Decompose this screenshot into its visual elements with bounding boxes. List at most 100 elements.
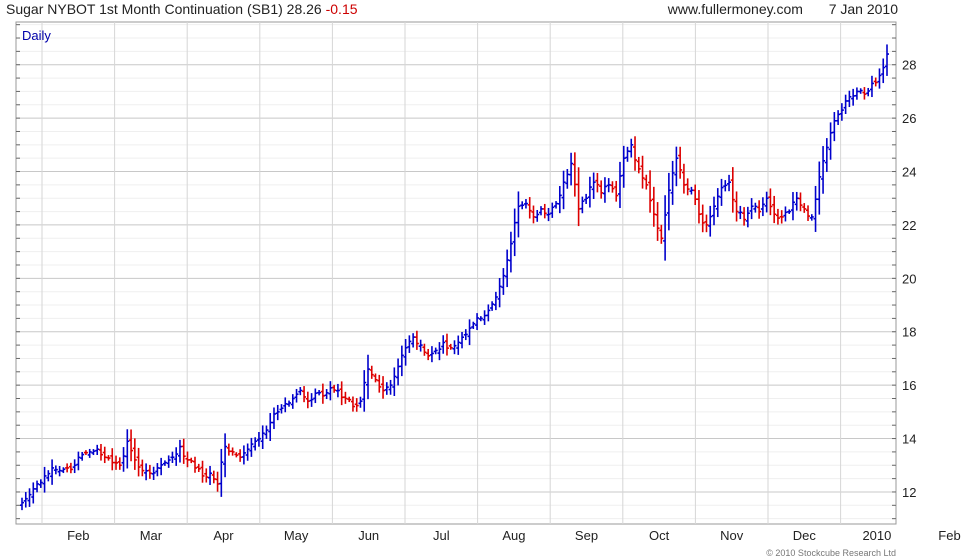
ohlc-bar xyxy=(561,170,566,210)
ohlc-bar xyxy=(798,192,803,212)
ohlc-bar xyxy=(531,205,536,224)
ohlc-bar xyxy=(42,466,47,493)
ohlc-bar xyxy=(636,156,641,174)
ohlc-bar xyxy=(460,331,465,349)
ohlc-bar xyxy=(219,448,224,497)
ohlc-bar xyxy=(689,186,694,195)
ohlc-bar xyxy=(31,482,36,504)
ohlc-bar xyxy=(738,205,743,220)
ohlc-bar xyxy=(580,196,585,214)
ohlc-bar xyxy=(61,467,66,474)
ohlc-bar xyxy=(678,146,683,179)
ohlc-bar xyxy=(95,444,100,456)
ohlc-bar xyxy=(170,451,175,463)
ohlc-bar xyxy=(144,463,149,481)
ohlc-bar xyxy=(230,447,235,456)
ohlc-bar xyxy=(508,231,513,273)
ohlc-bar xyxy=(790,192,795,221)
ohlc-bar xyxy=(715,188,720,218)
x-tick-label: Oct xyxy=(649,528,670,543)
ohlc-bar xyxy=(65,463,70,473)
ohlc-bar xyxy=(110,448,115,471)
ohlc-bar xyxy=(87,448,92,458)
ohlc-bar xyxy=(305,391,310,409)
ohlc-bar xyxy=(350,396,355,412)
ohlc-bar xyxy=(125,429,130,469)
ohlc-bar xyxy=(625,146,630,162)
ohlc-bar xyxy=(271,407,276,430)
ohlc-bar xyxy=(742,207,747,226)
x-tick-label: Jun xyxy=(358,528,379,543)
x-tick-label: Dec xyxy=(793,528,817,543)
ohlc-bar xyxy=(241,445,246,465)
ohlc-bar xyxy=(193,456,197,473)
ohlc-bar xyxy=(486,304,491,322)
ohlc-bar xyxy=(881,58,886,84)
ohlc-bar xyxy=(369,365,374,379)
ohlc-bar xyxy=(136,447,141,477)
ohlc-bar xyxy=(189,457,194,464)
ohlc-bar xyxy=(332,384,337,393)
ohlc-bar xyxy=(467,319,472,346)
ohlc-bar xyxy=(516,191,521,238)
ohlc-bar xyxy=(817,161,822,215)
ohlc-bar xyxy=(448,343,453,350)
ohlc-bar xyxy=(505,249,510,288)
ohlc-bar xyxy=(211,470,216,484)
ohlc-bar xyxy=(779,210,784,224)
ohlc-bar xyxy=(482,310,487,325)
ohlc-bar xyxy=(745,206,750,228)
ohlc-bar xyxy=(832,112,837,142)
ohlc-bar xyxy=(76,451,81,471)
ohlc-bar xyxy=(57,465,62,477)
axes: 12 14 16 18 20 22 24 26 28 Feb Mar Apr May Jun Jul Aug S… xyxy=(16,24,961,543)
ohlc-bar xyxy=(633,136,638,171)
ohlc-bar xyxy=(290,394,295,409)
ohlc-bar xyxy=(557,186,562,214)
ohlc-bar xyxy=(497,278,502,308)
ohlc-bar xyxy=(696,190,701,224)
ohlc-bar xyxy=(866,87,871,97)
ohlc-bar xyxy=(802,203,807,213)
site-url[interactable]: www.fullermoney.com xyxy=(667,1,803,17)
ohlc-bar xyxy=(809,214,814,221)
ohlc-bar xyxy=(730,167,735,213)
ohlc-bar xyxy=(147,464,152,479)
ohlc-bar xyxy=(858,88,863,94)
instrument-name: Sugar NYBOT 1st Month Continuation (SB1) xyxy=(6,1,283,17)
ohlc-bar xyxy=(569,152,574,186)
ohlc-bar xyxy=(234,452,239,458)
ohlc-bar xyxy=(313,388,318,404)
ohlc-bar xyxy=(162,460,167,466)
ohlc-bar xyxy=(275,404,280,421)
ohlc-bar xyxy=(83,450,88,456)
ohlc-bar xyxy=(426,348,431,361)
ohlc-bar xyxy=(384,382,389,395)
ohlc-bar xyxy=(151,466,156,480)
ohlc-bar xyxy=(599,180,604,199)
ohlc-bar xyxy=(50,459,55,485)
timeframe-label: Daily xyxy=(22,28,51,43)
ohlc-bar xyxy=(324,389,329,400)
ohlc-bar xyxy=(283,397,288,413)
ohlc-bar xyxy=(493,291,498,311)
chart-date: 7 Jan 2010 xyxy=(828,1,898,17)
ohlc-bar xyxy=(23,492,28,508)
ohlc-bar xyxy=(666,172,671,231)
copyright-notice: © 2010 Stockcube Research Ltd xyxy=(766,548,896,558)
y-tick-label: 14 xyxy=(902,432,916,447)
ohlc-bar xyxy=(576,167,581,227)
x-tick-label: Sep xyxy=(575,528,598,543)
y-tick-label: 22 xyxy=(902,218,916,233)
x-tick-label: Feb xyxy=(938,528,960,543)
ohlc-bar xyxy=(527,197,532,219)
ohlc-bar xyxy=(215,471,220,492)
ohlc-bar xyxy=(117,457,122,470)
ohlc-bar xyxy=(102,446,107,464)
ohlc-bar xyxy=(794,191,799,211)
ohlc-bar xyxy=(602,177,607,203)
ohlc-bar xyxy=(734,191,739,222)
ohlc-bar xyxy=(787,209,792,214)
ohlc-bar xyxy=(674,146,679,187)
ohlc-bar xyxy=(475,313,480,331)
